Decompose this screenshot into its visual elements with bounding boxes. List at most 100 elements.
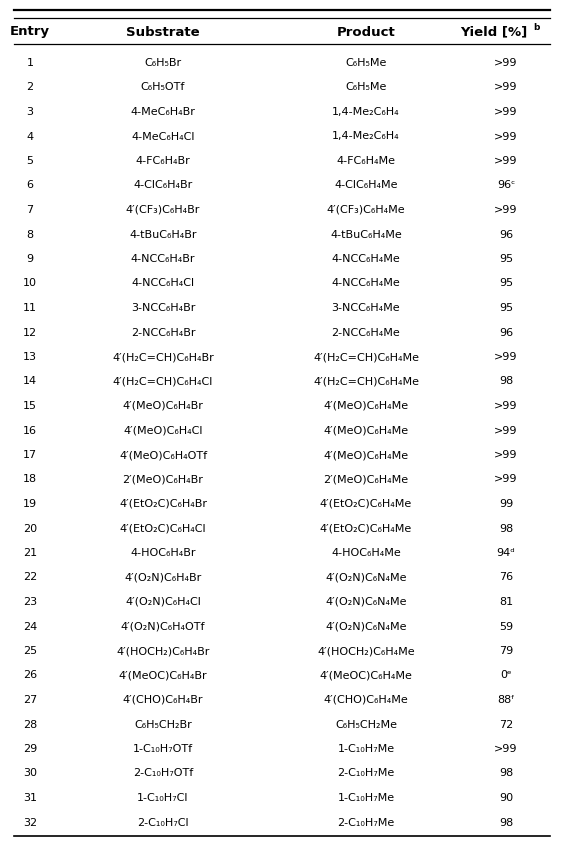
Text: 2-C₁₀H₇Me: 2-C₁₀H₇Me <box>337 818 395 827</box>
Text: 98: 98 <box>499 818 513 827</box>
Text: 2: 2 <box>26 83 34 93</box>
Text: C₆H₅CH₂Me: C₆H₅CH₂Me <box>335 719 397 729</box>
Text: 15: 15 <box>23 401 37 411</box>
Text: 1: 1 <box>26 58 34 68</box>
Text: 3-NCC₆H₄Br: 3-NCC₆H₄Br <box>131 303 195 313</box>
Text: 4′(EtO₂C)C₆H₄Br: 4′(EtO₂C)C₆H₄Br <box>119 499 207 509</box>
Text: >99: >99 <box>494 205 518 215</box>
Text: 4-tBuC₆H₄Br: 4-tBuC₆H₄Br <box>129 230 197 240</box>
Text: b: b <box>533 23 540 31</box>
Text: 1-C₁₀H₇Me: 1-C₁₀H₇Me <box>337 744 395 754</box>
Text: 14: 14 <box>23 376 37 387</box>
Text: 4′(CF₃)C₆H₄Br: 4′(CF₃)C₆H₄Br <box>126 205 200 215</box>
Text: 4′(MeO)C₆H₄Cl: 4′(MeO)C₆H₄Cl <box>123 425 203 436</box>
Text: 22: 22 <box>23 572 37 582</box>
Text: 95: 95 <box>499 254 513 264</box>
Text: 16: 16 <box>23 425 37 436</box>
Text: 4-FC₆H₄Br: 4-FC₆H₄Br <box>135 156 191 166</box>
Text: >99: >99 <box>494 401 518 411</box>
Text: 99: 99 <box>499 499 513 509</box>
Text: 72: 72 <box>499 719 513 729</box>
Text: >99: >99 <box>494 156 518 166</box>
Text: 4′(O₂N)C₆H₄Cl: 4′(O₂N)C₆H₄Cl <box>125 597 201 607</box>
Text: 90: 90 <box>499 793 513 803</box>
Text: 23: 23 <box>23 597 37 607</box>
Text: 25: 25 <box>23 646 37 656</box>
Text: 4′(H₂C=CH)C₆H₄Me: 4′(H₂C=CH)C₆H₄Me <box>313 376 419 387</box>
Text: 12: 12 <box>23 327 37 338</box>
Text: C₆H₅OTf: C₆H₅OTf <box>141 83 185 93</box>
Text: 2-C₁₀H₇Me: 2-C₁₀H₇Me <box>337 769 395 778</box>
Text: 4′(EtO₂C)C₆H₄Me: 4′(EtO₂C)C₆H₄Me <box>320 499 412 509</box>
Text: 4′(O₂N)C₆N₄Me: 4′(O₂N)C₆N₄Me <box>325 597 407 607</box>
Text: 95: 95 <box>499 303 513 313</box>
Text: 27: 27 <box>23 695 37 705</box>
Text: 96: 96 <box>499 230 513 240</box>
Text: >99: >99 <box>494 474 518 484</box>
Text: 3: 3 <box>26 107 34 117</box>
Text: 98: 98 <box>499 523 513 533</box>
Text: 59: 59 <box>499 621 513 631</box>
Text: 28: 28 <box>23 719 37 729</box>
Text: 4′(H₂C=CH)C₆H₄Me: 4′(H₂C=CH)C₆H₄Me <box>313 352 419 362</box>
Text: 4′(MeO)C₆H₄OTf: 4′(MeO)C₆H₄OTf <box>119 450 207 460</box>
Text: 4-ClC₆H₄Br: 4-ClC₆H₄Br <box>133 181 193 191</box>
Text: 30: 30 <box>23 769 37 778</box>
Text: 1,4-Me₂C₆H₄: 1,4-Me₂C₆H₄ <box>332 132 400 142</box>
Text: 4-NCC₆H₄Me: 4-NCC₆H₄Me <box>332 254 400 264</box>
Text: 76: 76 <box>499 572 513 582</box>
Text: 11: 11 <box>23 303 37 313</box>
Text: 9: 9 <box>26 254 34 264</box>
Text: C₆H₅Br: C₆H₅Br <box>144 58 182 68</box>
Text: Product: Product <box>337 25 396 39</box>
Text: 7: 7 <box>26 205 34 215</box>
Text: 98: 98 <box>499 769 513 778</box>
Text: C₆H₅Me: C₆H₅Me <box>345 83 387 93</box>
Text: 4: 4 <box>26 132 34 142</box>
Text: 96ᶜ: 96ᶜ <box>497 181 515 191</box>
Text: 1-C₁₀H₇Me: 1-C₁₀H₇Me <box>337 793 395 803</box>
Text: 4′(CHO)C₆H₄Me: 4′(CHO)C₆H₄Me <box>324 695 409 705</box>
Text: 4-NCC₆H₄Br: 4-NCC₆H₄Br <box>131 254 195 264</box>
Text: 4′(MeO)C₆H₄Me: 4′(MeO)C₆H₄Me <box>324 425 409 436</box>
Text: 20: 20 <box>23 523 37 533</box>
Text: 21: 21 <box>23 548 37 558</box>
Text: 81: 81 <box>499 597 513 607</box>
Text: 29: 29 <box>23 744 37 754</box>
Text: 32: 32 <box>23 818 37 827</box>
Text: 1-C₁₀H₇OTf: 1-C₁₀H₇OTf <box>133 744 193 754</box>
Text: 2-C₁₀H₇Cl: 2-C₁₀H₇Cl <box>137 818 189 827</box>
Text: 79: 79 <box>499 646 513 656</box>
Text: 8: 8 <box>26 230 34 240</box>
Text: 4-HOC₆H₄Br: 4-HOC₆H₄Br <box>130 548 196 558</box>
Text: 1,4-Me₂C₆H₄: 1,4-Me₂C₆H₄ <box>332 107 400 117</box>
Text: 96: 96 <box>499 327 513 338</box>
Text: >99: >99 <box>494 83 518 93</box>
Text: 2-NCC₆H₄Me: 2-NCC₆H₄Me <box>332 327 400 338</box>
Text: 4′(MeOC)C₆H₄Me: 4′(MeOC)C₆H₄Me <box>320 670 413 680</box>
Text: >99: >99 <box>494 744 518 754</box>
Text: 4′(MeO)C₆H₄Me: 4′(MeO)C₆H₄Me <box>324 401 409 411</box>
Text: >99: >99 <box>494 132 518 142</box>
Text: 4′(MeO)C₆H₄Me: 4′(MeO)C₆H₄Me <box>324 450 409 460</box>
Text: 4′(HOCH₂)C₆H₄Me: 4′(HOCH₂)C₆H₄Me <box>317 646 415 656</box>
Text: 19: 19 <box>23 499 37 509</box>
Text: 4′(O₂N)C₆N₄Me: 4′(O₂N)C₆N₄Me <box>325 621 407 631</box>
Text: 4′(H₂C=CH)C₆H₄Cl: 4′(H₂C=CH)C₆H₄Cl <box>113 376 213 387</box>
Text: 4-NCC₆H₄Me: 4-NCC₆H₄Me <box>332 279 400 289</box>
Text: >99: >99 <box>494 425 518 436</box>
Text: 4′(MeO)C₆H₄Br: 4′(MeO)C₆H₄Br <box>123 401 203 411</box>
Text: 13: 13 <box>23 352 37 362</box>
Text: >99: >99 <box>494 352 518 362</box>
Text: 88ᶠ: 88ᶠ <box>497 695 515 705</box>
Text: 94ᵈ: 94ᵈ <box>497 548 515 558</box>
Text: 4′(EtO₂C)C₆H₄Me: 4′(EtO₂C)C₆H₄Me <box>320 523 412 533</box>
Text: Substrate: Substrate <box>126 25 200 39</box>
Text: 24: 24 <box>23 621 37 631</box>
Text: 4-HOC₆H₄Me: 4-HOC₆H₄Me <box>331 548 401 558</box>
Text: >99: >99 <box>494 58 518 68</box>
Text: 2-C₁₀H₇OTf: 2-C₁₀H₇OTf <box>133 769 193 778</box>
Text: 4-ClC₆H₄Me: 4-ClC₆H₄Me <box>334 181 398 191</box>
Text: 4′(O₂N)C₆H₄OTf: 4′(O₂N)C₆H₄OTf <box>121 621 205 631</box>
Text: 6: 6 <box>26 181 34 191</box>
